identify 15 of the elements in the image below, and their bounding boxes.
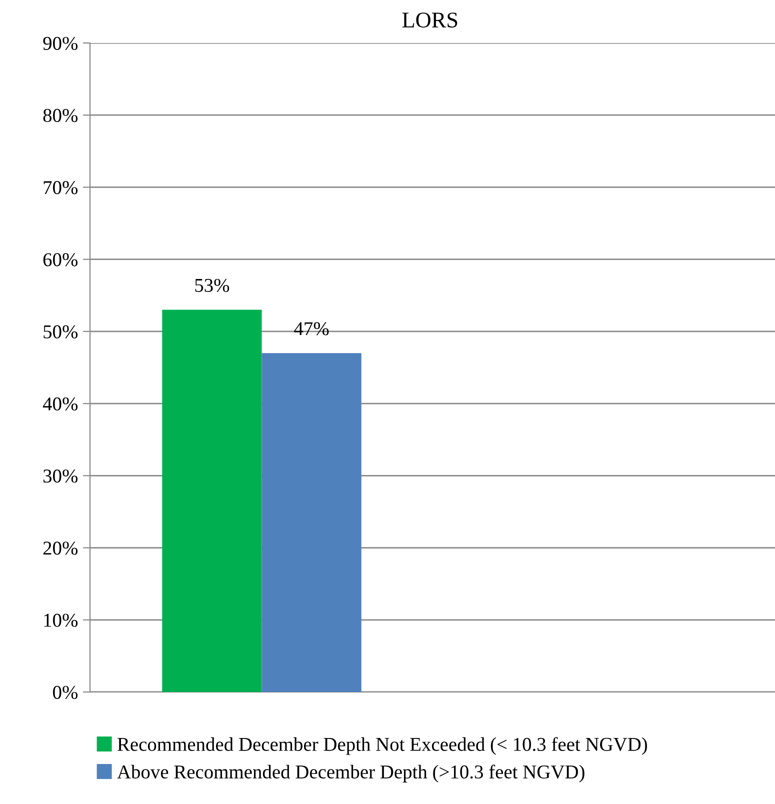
y-tick-label: 30% [43,469,78,483]
y-tick-label: 80% [43,108,78,122]
y-tick-label: 90% [43,36,78,50]
y-tick-label: 20% [43,542,78,555]
y-tick-label: 0% [53,686,78,699]
y-tick-label: 50% [44,325,78,338]
y-tick-label: 70% [44,181,78,194]
chart-title: LORS [402,12,458,28]
legend-label: Recommended December Depth Not Exceeded (< 10.3 feet NGVD) [118,737,647,755]
y-tick-label: 40% [42,397,78,411]
y-tick-label: 60% [43,253,78,266]
legend-label: Above Recommended December Depth (>10.3 feet NGVD) [117,764,584,782]
y-tick-label: 10% [44,614,78,627]
data-label: 53% [195,278,230,292]
data-label: 47% [294,322,329,336]
